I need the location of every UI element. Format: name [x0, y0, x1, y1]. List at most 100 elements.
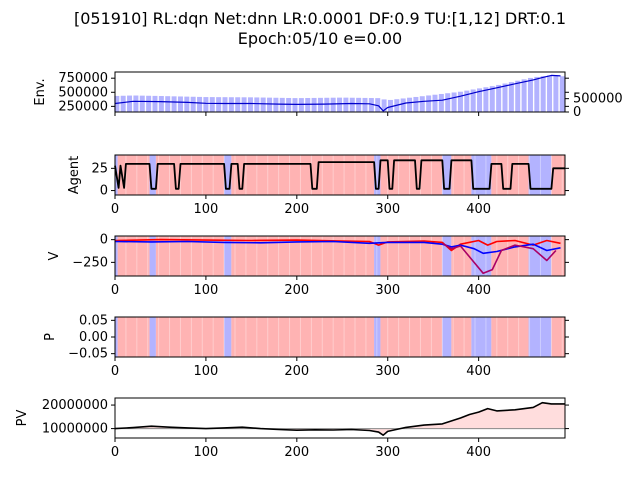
v-line-red	[114, 238, 561, 252]
pv-fill	[115, 402, 565, 436]
pv-xtick-label: 400	[466, 445, 491, 460]
agent-line	[114, 159, 565, 190]
v-line-blue	[114, 240, 561, 255]
agent-band-buy	[117, 155, 150, 195]
p-xtick-label: 400	[466, 364, 491, 379]
volume-bar	[222, 97, 228, 112]
volume-bar	[483, 87, 489, 112]
agent-band-buy	[451, 155, 472, 195]
volume-bar	[216, 97, 222, 112]
volume-bar	[190, 96, 196, 112]
pv-xtick-label: 100	[193, 445, 218, 460]
volume-bar	[286, 97, 292, 112]
v-band-sell	[442, 236, 452, 276]
volume-bar	[228, 97, 234, 112]
v-ytick-label: 0	[100, 233, 108, 248]
volume-bar	[152, 95, 158, 112]
volume-bar	[305, 98, 311, 112]
pv-ytick-label: 10000000	[42, 422, 108, 437]
v-band-buy	[551, 236, 565, 276]
panel-pv: 10000000 20000000 0 100 200 300 400 PV	[15, 397, 569, 460]
pv-xtick-label: 200	[284, 445, 309, 460]
p-band-sell	[442, 317, 452, 357]
v-ylabel: V	[47, 251, 62, 260]
p-ytick-label: 0.05	[79, 313, 108, 328]
p-xtick-label: 100	[193, 364, 218, 379]
p-band-buy	[491, 317, 529, 357]
v-xtick-label: 300	[375, 283, 400, 298]
v-band-sell	[115, 236, 118, 276]
volume-bar	[235, 97, 241, 112]
volume-bar	[273, 97, 279, 112]
volume-bar	[553, 75, 559, 112]
volume-bar	[317, 97, 323, 112]
volume-bar	[387, 99, 393, 112]
volume-bar	[133, 95, 139, 112]
agent-ytick-label: 25	[91, 161, 108, 176]
volume-bar	[470, 89, 476, 112]
volume-bar	[209, 97, 215, 112]
p-band-sell	[224, 317, 232, 357]
agent-xtick-label: 300	[375, 202, 400, 217]
volume-bar	[260, 97, 266, 112]
volume-bar	[349, 97, 355, 112]
p-band-sell	[471, 317, 492, 357]
volume-bar	[330, 97, 336, 112]
volume-bar	[120, 95, 126, 112]
p-xtick-label: 300	[375, 364, 400, 379]
agent-frame	[114, 154, 566, 196]
p-band-sell	[115, 317, 118, 357]
pv-xtick-label: 300	[375, 445, 400, 460]
volume-bar	[254, 97, 260, 112]
volume-bar	[445, 93, 451, 112]
volume-bar	[139, 95, 145, 112]
p-band-buy	[231, 317, 375, 357]
v-xtick-label: 400	[466, 283, 491, 298]
volume-bar	[158, 96, 164, 112]
volume-bar	[489, 86, 495, 112]
volume-bar	[432, 94, 438, 112]
v-xtick-label: 100	[193, 283, 218, 298]
agent-band-sell	[528, 155, 552, 195]
volume-bar	[477, 88, 483, 112]
volume-bar	[413, 96, 419, 112]
volume-bar	[559, 76, 565, 112]
volume-bar	[534, 76, 540, 112]
volume-bar	[527, 77, 533, 112]
volume-bar	[311, 97, 317, 112]
agent-xtick-label: 100	[193, 202, 218, 217]
volume-bar	[362, 97, 368, 112]
volume-bar	[547, 75, 553, 112]
v-frame	[114, 235, 566, 277]
volume-bar	[381, 99, 387, 112]
pv-ylabel: PV	[15, 410, 30, 427]
volume-bar	[298, 98, 304, 112]
agent-ytick-label: 0	[100, 184, 108, 199]
p-band-buy	[551, 317, 565, 357]
volume-bar	[515, 80, 521, 112]
v-band-buy	[117, 236, 150, 276]
volume-bar	[419, 96, 425, 112]
volume-bar	[496, 84, 502, 112]
v-line-purple	[441, 242, 557, 275]
p-ytick-label: 0.00	[79, 330, 108, 345]
volume-bar	[114, 95, 120, 112]
volume-bar	[247, 97, 253, 112]
agent-band-sell	[374, 155, 381, 195]
volume-bar	[165, 96, 171, 112]
p-ylabel: P	[43, 333, 58, 341]
v-band-sell	[374, 236, 381, 276]
agent-band-buy	[551, 155, 565, 195]
pv-ytick-label: 20000000	[42, 398, 108, 413]
agent-ylabel: Agent	[67, 156, 82, 194]
env-y2tick-label: 0	[573, 105, 581, 120]
volume-bar	[184, 96, 190, 112]
chart-title-line2: Epoch:05/10 e=0.00	[238, 29, 402, 48]
agent-band-sell	[224, 155, 232, 195]
env-ytick-label: 500000	[58, 85, 108, 100]
volume-bar	[400, 98, 406, 112]
volume-bar	[540, 76, 546, 112]
